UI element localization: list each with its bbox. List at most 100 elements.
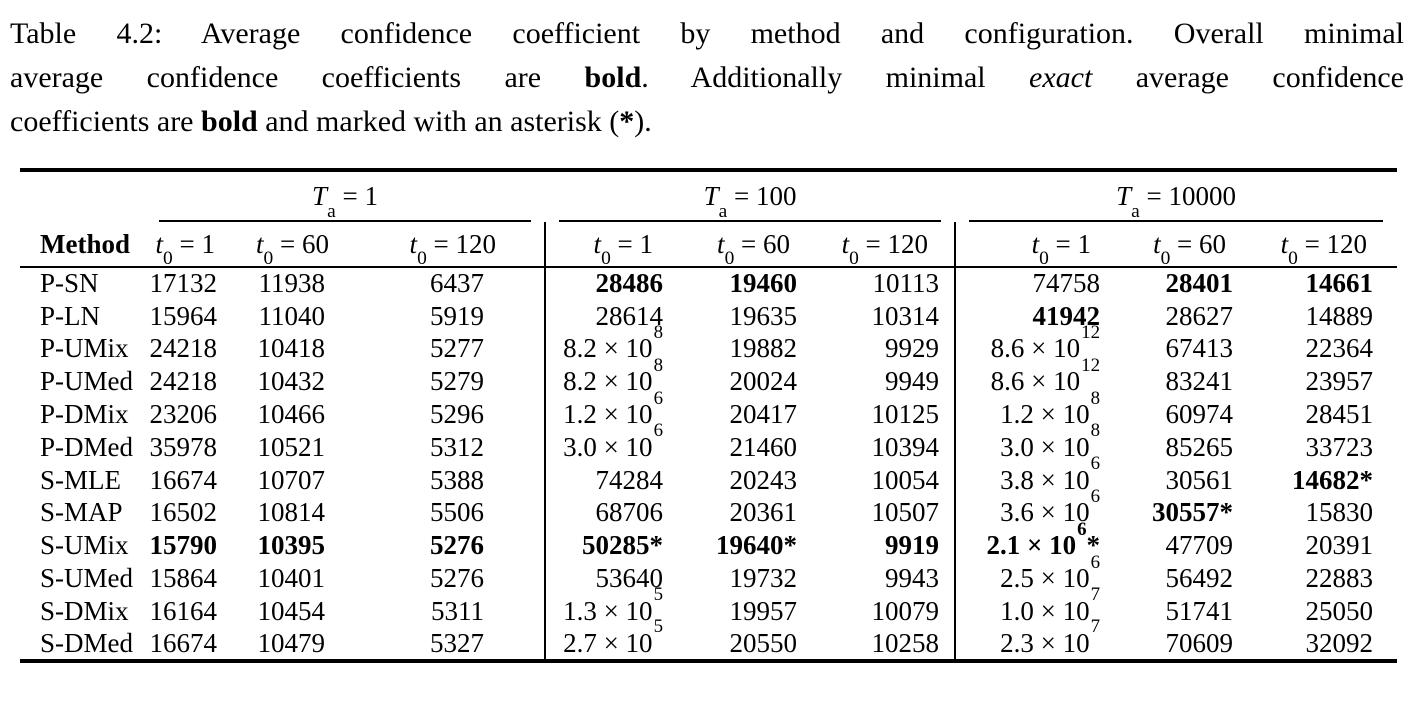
value-cell: 8.2 × 108 [544,356,676,399]
value-cell: 20024 [729,366,798,397]
caption-text: and marked with an asterisk ( [257,105,620,138]
caption-text: coefficients are [10,105,202,138]
group-header-spacer [20,170,145,222]
value-cell: 10079 [871,595,940,626]
value-cell: 5506 [430,497,485,528]
value-cell: 3.8 × 106 [954,454,1116,497]
value-cell: 19732 [729,563,798,594]
column-header: t0 = 120 [365,222,546,269]
value-cell: 9943 [885,563,940,594]
value-cell: 19640* [716,530,798,561]
value-cell: 23206 [149,399,218,430]
value-cell: 41942 [954,299,1116,333]
value-cell: 85265 [1165,431,1234,462]
value-cell: 9919 [885,530,940,561]
value-cell: 22883 [1305,563,1374,594]
column-group-label: Ta = 100 [559,180,942,222]
value-cell: 16502 [149,497,218,528]
table-row: S-MLE 16674 10707 5388 74284 20243 10054 3.8 × … [20,454,1397,497]
value-cell: 1.0 × 107 [954,585,1116,628]
caption-line: coefficients are bold and marked with an… [10,100,1404,144]
value-cell: 83241 [1165,366,1234,397]
column-group-header: Ta = 10000 [955,170,1397,222]
value-cell: 28451 [1305,399,1374,430]
value-cell: 16674 [149,464,218,495]
value-cell: 10054 [871,464,940,495]
value-cell: 8.2 × 108 [544,323,676,366]
value-cell: 8.6 × 1012 [954,323,1116,366]
value-cell: 5296 [430,399,485,430]
table-row: P-UMed 24218 10432 5279 8.2 × 108 20024 9949 8.… [20,356,1397,399]
value-cell: 20550 [729,627,798,658]
data-table: Ta = 1 Ta = 100 Ta = 10000 Method t0 = 1 t0… [20,168,1398,663]
value-cell: 14661 [1305,268,1374,299]
value-cell: 30557* [1152,497,1234,528]
value-cell: 20417 [729,399,798,430]
value-cell: 74284 [544,463,676,497]
method-cell: P-LN [40,300,100,331]
method-cell: P-SN [40,268,99,299]
value-cell: 10418 [257,333,326,364]
caption-text: average confidence [1092,61,1404,94]
value-cell: 5279 [430,366,485,397]
method-cell: P-UMix [40,333,129,364]
value-cell: 20391 [1305,530,1374,561]
value-cell: 2.7 × 105 [544,617,676,661]
column-header: t0 = 1 [954,222,1116,269]
value-cell: 2.1 × 106* [954,520,1116,563]
value-cell: 10258 [871,627,940,658]
value-cell: 19957 [729,595,798,626]
table-body: P-SN 17132 11938 6437 28486 19460 10113 74758 28… [20,267,1397,661]
method-cell: P-DMix [40,399,129,430]
method-cell: S-DMed [40,627,133,658]
value-cell: 3.0 × 106 [544,421,676,464]
value-cell: 20243 [729,464,798,495]
value-cell: 28627 [1165,300,1234,331]
caption-line: Table 4.2: Average confidence coefficien… [10,12,1404,56]
value-cell: 14682* [1292,464,1374,495]
table-row: S-MAP 16502 10814 5506 68706 20361 10507 3.6 × … [20,487,1397,530]
value-cell: 32092 [1305,627,1374,658]
column-header: t0 = 60 [245,222,365,269]
value-cell: 24218 [149,366,218,397]
column-header: t0 = 60 [675,222,811,269]
value-cell: 28401 [1165,268,1234,299]
column-header: t0 = 1 [145,222,245,269]
value-cell: 17132 [149,268,218,299]
value-cell: 28486 [544,267,676,300]
value-cell: 21460 [729,431,798,462]
value-cell: 19460 [729,268,798,299]
value-cell: 10521 [257,431,326,462]
value-cell: 9929 [885,333,940,364]
value-cell: 5277 [430,333,485,364]
table-row: P-DMed 35978 10521 5312 3.0 × 106 21460 10394 3… [20,421,1397,464]
method-cell: S-UMed [40,563,133,594]
value-cell: 16674 [149,627,218,658]
value-cell: 10395 [257,530,326,561]
value-cell: 5312 [430,431,485,462]
column-group-header: Ta = 1 [145,170,545,222]
value-cell: 10125 [871,399,940,430]
table-row: S-UMed 15864 10401 5276 53640 19732 9943 2.5 × … [20,553,1397,595]
table-row: P-LN 15964 11040 5919 28614 19635 10314 41942 28… [20,299,1397,333]
caption-text: * [619,105,635,138]
value-cell: 8.6 × 1012 [954,356,1116,399]
value-cell: 47709 [1165,530,1234,561]
value-cell: 50285* [544,529,676,563]
value-cell: 51741 [1165,595,1234,626]
value-cell: 67413 [1165,333,1234,364]
value-cell: 1.2 × 106 [544,389,676,431]
value-cell: 11938 [258,268,326,299]
method-cell: S-UMix [40,530,129,561]
column-group-label: Ta = 10000 [969,180,1384,222]
value-cell: 10401 [257,563,326,594]
table-row: P-UMix 24218 10418 5277 8.2 × 108 19882 9929 8.… [20,323,1397,366]
caption-text: average confidence coefficients are [10,61,585,94]
value-cell: 25050 [1305,595,1374,626]
caption-text: bold [201,105,258,138]
value-cell: 1.2 × 108 [954,389,1116,431]
group-header-row: Ta = 1 Ta = 100 Ta = 10000 [20,170,1397,222]
value-cell: 2.5 × 106 [954,553,1116,595]
method-column-header: Method [20,222,145,268]
method-cell: S-MLE [40,464,121,495]
